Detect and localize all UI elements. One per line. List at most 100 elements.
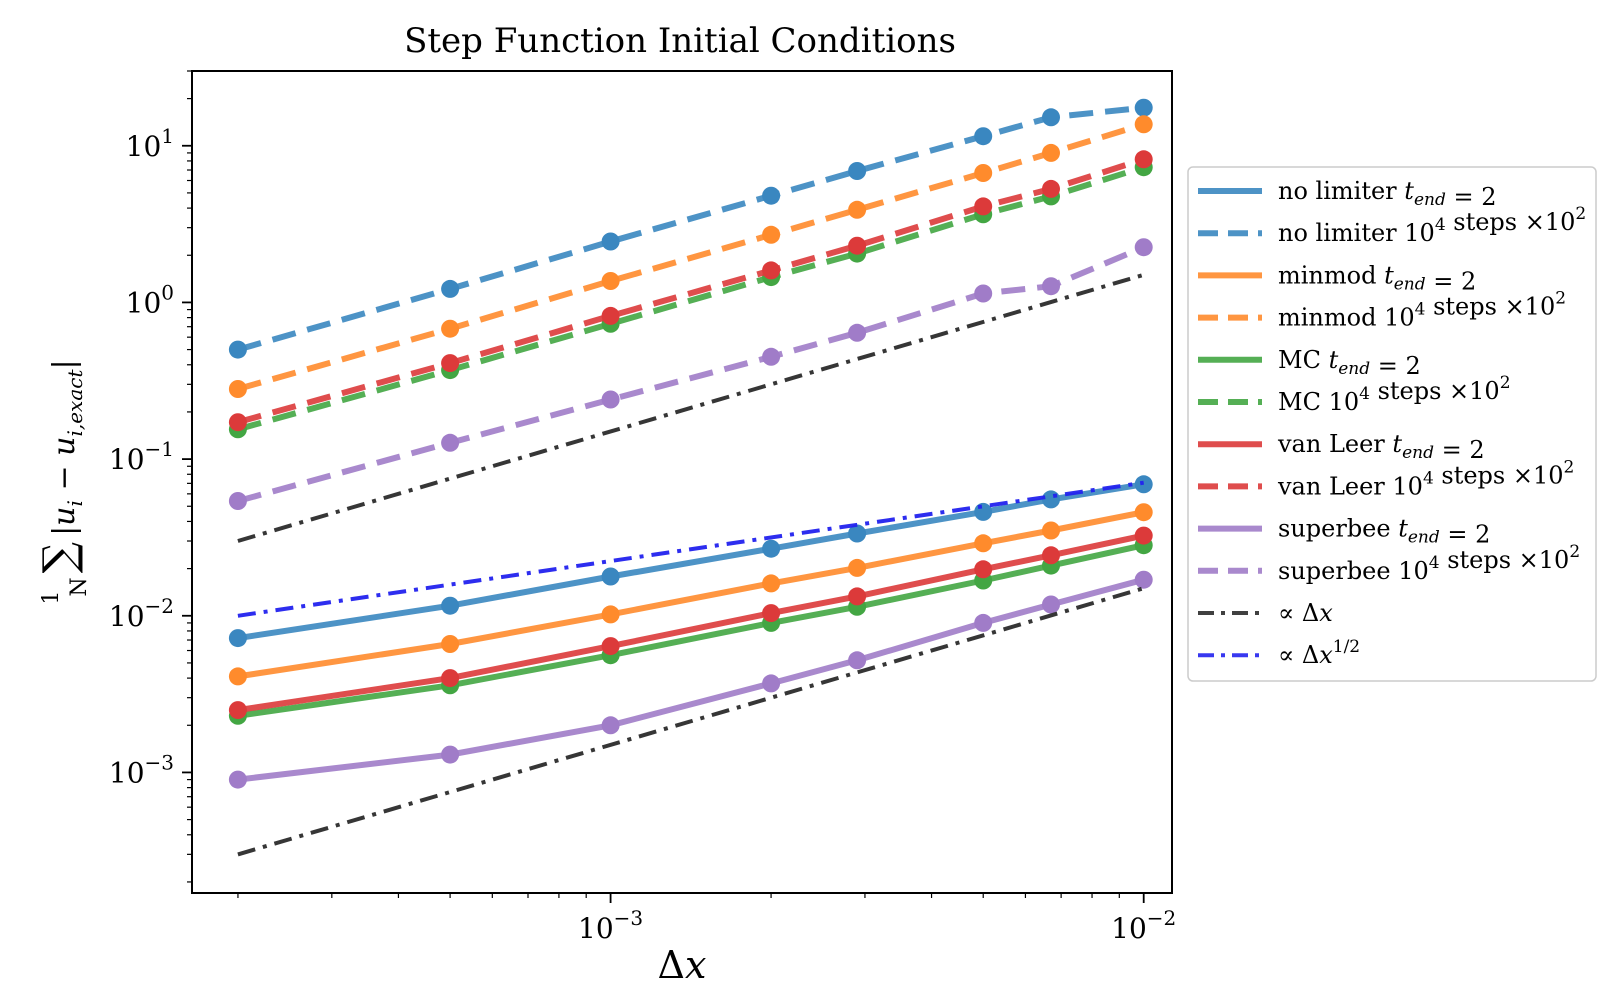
series-minmod-t-end-2 [228, 503, 1153, 686]
legend: no limiter tend = 2no limiter 104 steps … [1187, 166, 1597, 682]
data-point [1042, 595, 1060, 614]
legend-entry-superbee-t-end-2: superbee tend = 2 [1198, 515, 1490, 549]
series-line [237, 164, 1145, 433]
y-tick-label: 101 [126, 124, 174, 163]
legend-label: van Leer 104 steps ×102 [1277, 457, 1574, 500]
plot-area: 10−3 10−2 101 100 10−1 10−2 10−3 [109, 70, 1176, 945]
data-point [441, 596, 460, 615]
legend-entry-no-limiter-t-end-2: no limiter tend = 2 [1198, 177, 1496, 211]
data-point [441, 745, 460, 764]
data-point [228, 492, 247, 510]
y-tick-label: 100 [126, 280, 174, 319]
x-axis-label: Δx [658, 943, 707, 987]
series-x [237, 272, 1145, 857]
data-point [441, 433, 460, 452]
y-tick-label: 10−2 [109, 594, 174, 633]
series-line [237, 480, 1144, 618]
data-point [848, 524, 867, 543]
data-point [974, 534, 993, 553]
data-point [974, 197, 993, 216]
legend-label: no limiter 104 steps ×102 [1278, 204, 1586, 247]
series-line [237, 104, 1145, 353]
series-line [237, 481, 1145, 642]
data-point [848, 236, 867, 255]
data-point [1042, 546, 1060, 565]
data-point [601, 605, 620, 624]
data-point [228, 701, 247, 720]
legend-entry-x: ∝ Δx [1198, 599, 1333, 627]
series-line [237, 542, 1145, 719]
legend-entry-mc-t-end-2: MC tend = 2 [1198, 346, 1421, 380]
legend-label: no limiter tend = 2 [1278, 177, 1496, 211]
data-point [762, 574, 781, 593]
x-tick-label: 10−3 [578, 906, 643, 945]
legend-label: minmod tend = 2 [1278, 261, 1476, 295]
legend-entry-van-leer-t-end-2: van Leer tend = 2 [1198, 430, 1485, 464]
series-van-leer-t-end-2 [228, 526, 1153, 720]
data-point [848, 200, 867, 219]
ticks-layer: 10−3 10−2 101 100 10−1 10−2 10−3 [109, 70, 1176, 945]
data-point [601, 716, 620, 735]
data-point [1042, 521, 1060, 540]
legend-box [1187, 166, 1597, 682]
data-point [848, 651, 867, 670]
series-line [237, 509, 1145, 680]
data-point [441, 279, 460, 298]
data-point [974, 127, 993, 146]
data-point [1134, 115, 1153, 134]
data-point [441, 635, 460, 653]
legend-label: ∝ Δx1/2 [1278, 637, 1360, 669]
data-point [974, 164, 993, 182]
legend-entry-minmod-10-4-steps-10-2: minmod 104 steps ×102 [1198, 289, 1566, 332]
series-line [237, 576, 1145, 783]
series-superbee-t-end-2 [228, 570, 1153, 789]
data-point [601, 637, 620, 656]
chart-title: Step Function Initial Conditions [404, 21, 956, 61]
data-point [441, 319, 460, 338]
data-point [848, 323, 867, 342]
series-minmod-10-4-steps-10-2 [228, 115, 1153, 398]
series-line [237, 244, 1145, 504]
series-layer [228, 98, 1153, 857]
legend-entry-x-1-2: ∝ Δx1/2 [1198, 637, 1360, 669]
data-point [1134, 150, 1153, 169]
series-x-1-2 [237, 480, 1144, 618]
data-point [1042, 277, 1060, 296]
y-tick-label: 10−3 [109, 750, 174, 789]
legend-label: superbee tend = 2 [1278, 515, 1490, 549]
data-point [848, 587, 867, 606]
data-point [1134, 570, 1153, 589]
data-point [228, 340, 247, 359]
data-point [601, 390, 620, 409]
data-point [441, 354, 460, 373]
series-van-leer-10-4-steps-10-2 [228, 150, 1153, 432]
legend-label: van Leer tend = 2 [1277, 430, 1485, 464]
legend-entry-mc-10-4-steps-10-2: MC 104 steps ×102 [1198, 373, 1511, 416]
data-point [228, 629, 247, 648]
legend-label: superbee 104 steps ×102 [1278, 542, 1580, 585]
data-point [1134, 503, 1153, 522]
data-point [762, 261, 781, 280]
data-point [1042, 179, 1060, 198]
series-line [237, 532, 1145, 714]
data-point [974, 613, 993, 632]
legend-label: ∝ Δx [1278, 599, 1333, 627]
legend-entry-van-leer-10-4-steps-10-2: van Leer 104 steps ×102 [1198, 457, 1574, 500]
data-point [601, 272, 620, 290]
x-tick-label: 10−2 [1111, 906, 1176, 945]
data-point [974, 284, 993, 303]
series-line [237, 272, 1145, 543]
data-point [762, 225, 781, 244]
data-point [1042, 490, 1060, 509]
data-point [1042, 143, 1060, 162]
series-line [237, 156, 1145, 426]
data-point [974, 502, 993, 521]
data-point [848, 162, 867, 180]
series-superbee-10-4-steps-10-2 [228, 238, 1153, 510]
data-point [848, 558, 867, 577]
data-point [1042, 108, 1060, 127]
data-point [228, 667, 247, 686]
legend-entry-minmod-t-end-2: minmod tend = 2 [1198, 261, 1476, 295]
plot-frame [191, 70, 1173, 894]
